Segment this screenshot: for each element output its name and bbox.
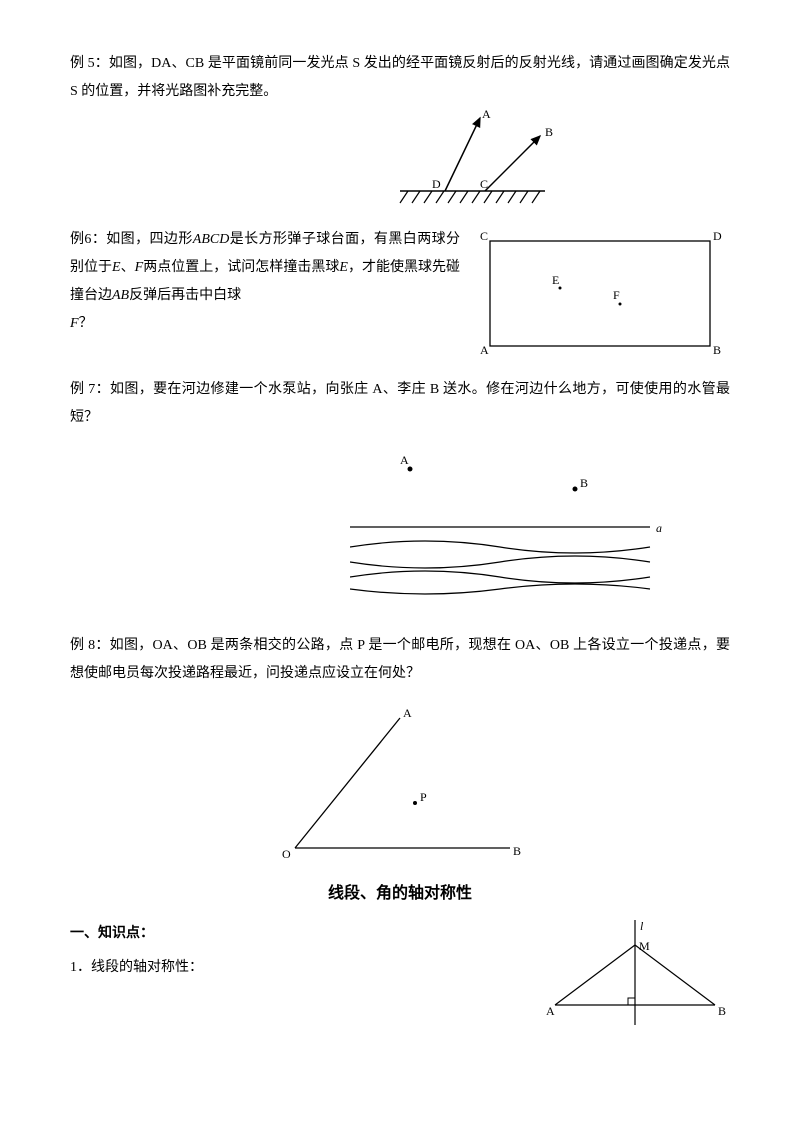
ex8-label: 例 8： (70, 638, 110, 653)
ex8-label-p: P (420, 790, 427, 804)
kp-label-m: M (639, 939, 650, 953)
ex5-label: 例 5： (70, 56, 109, 71)
ex7-label: 例 7： (70, 382, 110, 397)
ex6-label-d: D (713, 229, 722, 243)
ex7-label-a-line: a (656, 521, 662, 535)
ex6-label-b: B (713, 343, 721, 357)
ex8-figure: O A B P (270, 703, 530, 868)
ex8-label-a: A (403, 706, 412, 720)
ex5-label-d: D (432, 177, 441, 191)
example-8: 例 8：如图，OA、OB 是两条相交的公路，点 P 是一个邮电所，现想在 OA、… (70, 632, 730, 868)
example-6: A B C D E F 例6：如图，四边形ABCD是长方形弹子球台面，有黑白两球… (70, 226, 730, 366)
example-8-text: 例 8：如图，OA、OB 是两条相交的公路，点 P 是一个邮电所，现想在 OA、… (70, 632, 730, 688)
ex8-body: 如图，OA、OB 是两条相交的公路，点 P 是一个邮电所，现想在 OA、OB 上… (70, 638, 730, 681)
ex6-label-f: F (613, 288, 620, 302)
kp-label-a: A (546, 1004, 555, 1018)
kp-label-b: B (718, 1004, 726, 1018)
ex6-label: 例6： (70, 232, 106, 247)
ex5-figure: A B D C (370, 106, 580, 216)
knowledge-points: l M A B 一、知识点： 1．线段的轴对称性： (70, 920, 730, 1025)
ex6-label-e: E (552, 273, 559, 287)
example-5: 例 5：如图，DA、CB 是平面镜前同一发光点 S 发出的经平面镜反射后的反射光… (70, 50, 730, 216)
section-title: 线段、角的轴对称性 (70, 878, 730, 910)
ex7-label-a: A (400, 453, 409, 467)
example-7: 例 7：如图，要在河边修建一个水泵站，向张庄 A、李庄 B 送水。修在河边什么地… (70, 376, 730, 602)
ex5-label-c: C (480, 177, 488, 191)
ex6-label-a: A (480, 343, 489, 357)
example-5-text: 例 5：如图，DA、CB 是平面镜前同一发光点 S 发出的经平面镜反射后的反射光… (70, 50, 730, 106)
ex8-label-o: O (282, 847, 291, 861)
ex5-label-a: A (482, 107, 491, 121)
kp-label-l: l (640, 920, 644, 933)
ex6-figure: A B C D E F (470, 226, 730, 366)
ex6-label-c: C (480, 229, 488, 243)
kp-figure: l M A B (540, 920, 730, 1025)
ex5-label-b: B (545, 125, 553, 139)
ex8-label-b: B (513, 844, 521, 858)
ex5-body: 如图，DA、CB 是平面镜前同一发光点 S 发出的经平面镜反射后的反射光线，请通… (70, 56, 730, 99)
example-7-text: 例 7：如图，要在河边修建一个水泵站，向张庄 A、李庄 B 送水。修在河边什么地… (70, 376, 730, 432)
ex7-figure: A B a (350, 447, 680, 602)
ex7-label-b: B (580, 476, 588, 490)
ex7-body: 如图，要在河边修建一个水泵站，向张庄 A、李庄 B 送水。修在河边什么地方，可使… (70, 382, 730, 425)
